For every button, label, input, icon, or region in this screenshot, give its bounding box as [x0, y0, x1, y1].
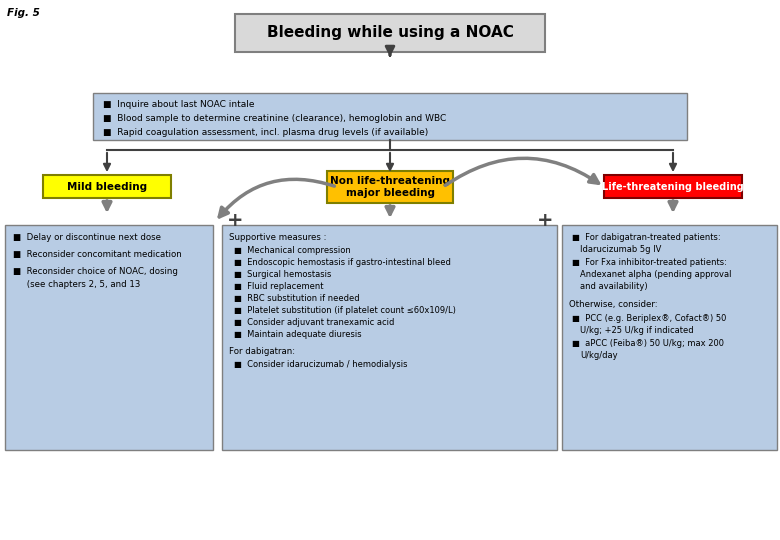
FancyBboxPatch shape [222, 225, 557, 450]
Text: ■  RBC substitution if needed: ■ RBC substitution if needed [234, 294, 360, 303]
Text: Non life-threatening
major bleeding: Non life-threatening major bleeding [330, 176, 450, 198]
FancyBboxPatch shape [562, 225, 777, 450]
Text: +: + [227, 211, 243, 229]
Text: Bleeding while using a NOAC: Bleeding while using a NOAC [267, 25, 513, 40]
Text: ■  Inquire about last NOAC intale: ■ Inquire about last NOAC intale [103, 100, 254, 109]
Text: ■  Mechanical compression: ■ Mechanical compression [234, 246, 351, 255]
Text: ■  Fluid replacement: ■ Fluid replacement [234, 282, 324, 291]
FancyBboxPatch shape [327, 171, 453, 203]
Text: ■  Endoscopic hemostasis if gastro-intestinal bleed: ■ Endoscopic hemostasis if gastro-intest… [234, 258, 451, 267]
Text: ■  Consider idarucizumab / hemodialysis: ■ Consider idarucizumab / hemodialysis [234, 360, 407, 369]
FancyBboxPatch shape [93, 93, 687, 140]
Text: ■  For Fxa inhibitor-treated patients:: ■ For Fxa inhibitor-treated patients: [572, 258, 727, 267]
Text: Fig. 5: Fig. 5 [7, 8, 40, 18]
Text: ■  Platelet substitution (if platelet count ≤60x109/L): ■ Platelet substitution (if platelet cou… [234, 306, 456, 315]
Text: and availability): and availability) [580, 282, 647, 291]
Text: Life-threatening bleeding: Life-threatening bleeding [602, 181, 744, 192]
Text: ■  For dabigatran-treated patients:: ■ For dabigatran-treated patients: [572, 233, 721, 242]
Text: ■  Maintain adequate diuresis: ■ Maintain adequate diuresis [234, 330, 362, 339]
Text: (see chapters 2, 5, and 13: (see chapters 2, 5, and 13 [13, 280, 140, 289]
Text: ■  Reconsider choice of NOAC, dosing: ■ Reconsider choice of NOAC, dosing [13, 267, 178, 276]
Text: ■  Delay or discontinue next dose: ■ Delay or discontinue next dose [13, 233, 161, 242]
Text: For dabigatran:: For dabigatran: [229, 347, 295, 356]
Text: +: + [537, 211, 553, 229]
FancyBboxPatch shape [5, 225, 213, 450]
FancyBboxPatch shape [235, 14, 545, 52]
Text: Mild bleeding: Mild bleeding [67, 181, 147, 192]
Text: Andexanet alpha (pending approval: Andexanet alpha (pending approval [580, 270, 732, 279]
Text: ■  Reconsider concomitant medication: ■ Reconsider concomitant medication [13, 250, 182, 259]
Text: ■  Surgical hemostasis: ■ Surgical hemostasis [234, 270, 332, 279]
Text: U/kg/day: U/kg/day [580, 351, 618, 360]
Text: Otherwise, consider:: Otherwise, consider: [569, 300, 658, 309]
Text: ■  aPCC (Feiba®) 50 U/kg; max 200: ■ aPCC (Feiba®) 50 U/kg; max 200 [572, 339, 724, 348]
Text: ■  PCC (e.g. Beriplex®, Cofact®) 50: ■ PCC (e.g. Beriplex®, Cofact®) 50 [572, 314, 726, 323]
Text: Supportive measures :: Supportive measures : [229, 233, 327, 242]
FancyBboxPatch shape [43, 175, 171, 198]
Text: U/kg; +25 U/kg if indicated: U/kg; +25 U/kg if indicated [580, 326, 693, 335]
Text: Idarucizumab 5g IV: Idarucizumab 5g IV [580, 245, 661, 254]
Text: ■  Blood sample to determine creatinine (clearance), hemoglobin and WBC: ■ Blood sample to determine creatinine (… [103, 114, 446, 123]
Text: ■  Consider adjuvant tranexamic acid: ■ Consider adjuvant tranexamic acid [234, 318, 395, 327]
FancyBboxPatch shape [604, 175, 742, 198]
Text: ■  Rapid coagulation assessment, incl. plasma drug levels (if available): ■ Rapid coagulation assessment, incl. pl… [103, 128, 428, 137]
